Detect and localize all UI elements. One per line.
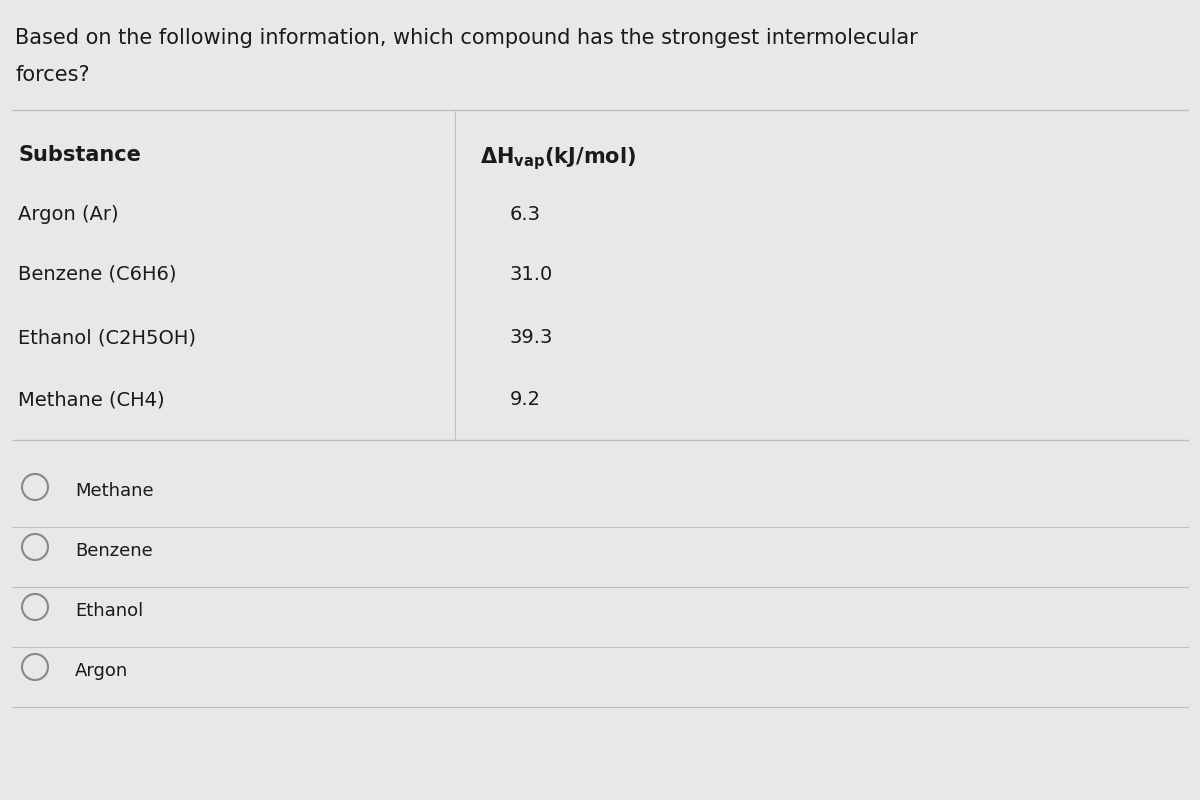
Text: Benzene: Benzene [74,542,152,560]
Text: 6.3: 6.3 [510,205,541,224]
Text: Benzene (C6H6): Benzene (C6H6) [18,265,176,284]
Text: 9.2: 9.2 [510,390,541,409]
Text: 31.0: 31.0 [510,265,553,284]
Text: Based on the following information, which compound has the strongest intermolecu: Based on the following information, whic… [14,28,918,48]
Text: 39.3: 39.3 [510,328,553,347]
Text: Ethanol (C2H5OH): Ethanol (C2H5OH) [18,328,196,347]
Text: Ethanol: Ethanol [74,602,143,620]
Text: Methane (CH4): Methane (CH4) [18,390,164,409]
Text: forces?: forces? [14,65,90,85]
Text: Argon (Ar): Argon (Ar) [18,205,119,224]
Text: $\mathbf{\Delta H_{vap}}$$\mathbf{(kJ/mol)}$: $\mathbf{\Delta H_{vap}}$$\mathbf{(kJ/mo… [480,145,636,172]
Text: Methane: Methane [74,482,154,500]
Text: Argon: Argon [74,662,128,680]
Text: Substance: Substance [18,145,140,165]
